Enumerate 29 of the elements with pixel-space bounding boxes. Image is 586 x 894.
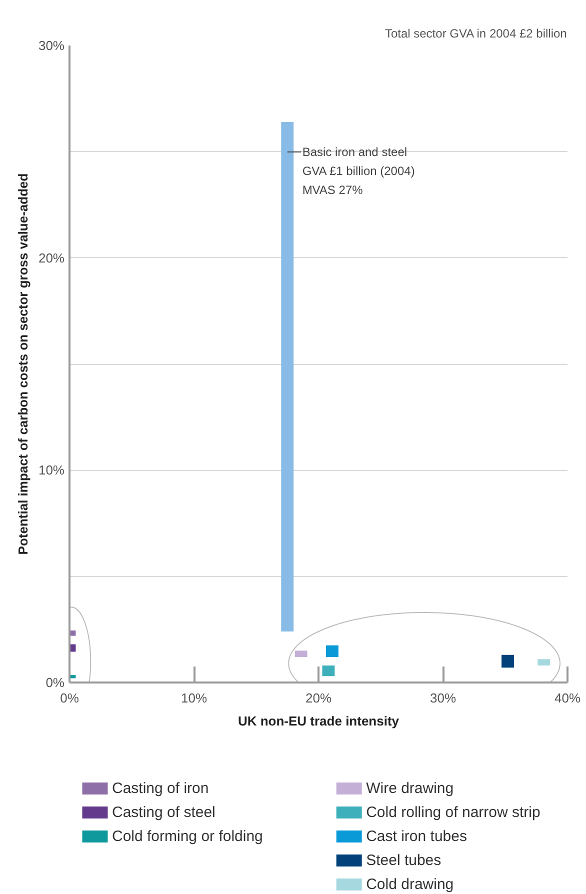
y-tick-label: 20%	[38, 250, 65, 266]
bar	[502, 654, 514, 668]
bar	[322, 666, 335, 676]
legend-label: Cast iron tubes	[366, 828, 467, 845]
legend-label: Wire drawing	[366, 780, 454, 797]
legend-label: Cold drawing	[366, 876, 454, 893]
x-tick-label: 40%	[554, 690, 581, 706]
legend-label: Casting of iron	[112, 780, 209, 797]
x-axis-title: UK non-EU trade intensity	[238, 714, 400, 728]
legend-label: Cold rolling of narrow strip	[366, 804, 540, 821]
annotation: MVAS 27%	[302, 182, 364, 197]
x-tick-label: 30%	[430, 690, 456, 706]
y-tick-label: 0%	[46, 675, 65, 690]
legend-label: Cold forming or folding	[112, 828, 263, 845]
x-tick-label: 20%	[305, 690, 332, 706]
bar	[281, 122, 294, 632]
annotation: Basic iron and steel	[302, 144, 408, 159]
y-tick-label: 10%	[38, 462, 65, 478]
y-axis-title: Potential impact of carbon costs on sector gross value-added	[15, 173, 30, 555]
chart-title: Total sector GVA in 2004 £2 billion	[384, 26, 567, 40]
legend-label: Steel tubes	[366, 852, 442, 869]
bar	[294, 650, 308, 658]
annotation: GVA £1 billion (2004)	[302, 164, 415, 178]
x-tick-label: 10%	[180, 690, 208, 706]
y-tick-label: 30%	[38, 38, 65, 53]
bar	[326, 645, 338, 658]
bar	[538, 659, 550, 666]
x-tick-label: 0%	[60, 690, 80, 706]
legend-label: Casting of steel	[112, 804, 216, 821]
